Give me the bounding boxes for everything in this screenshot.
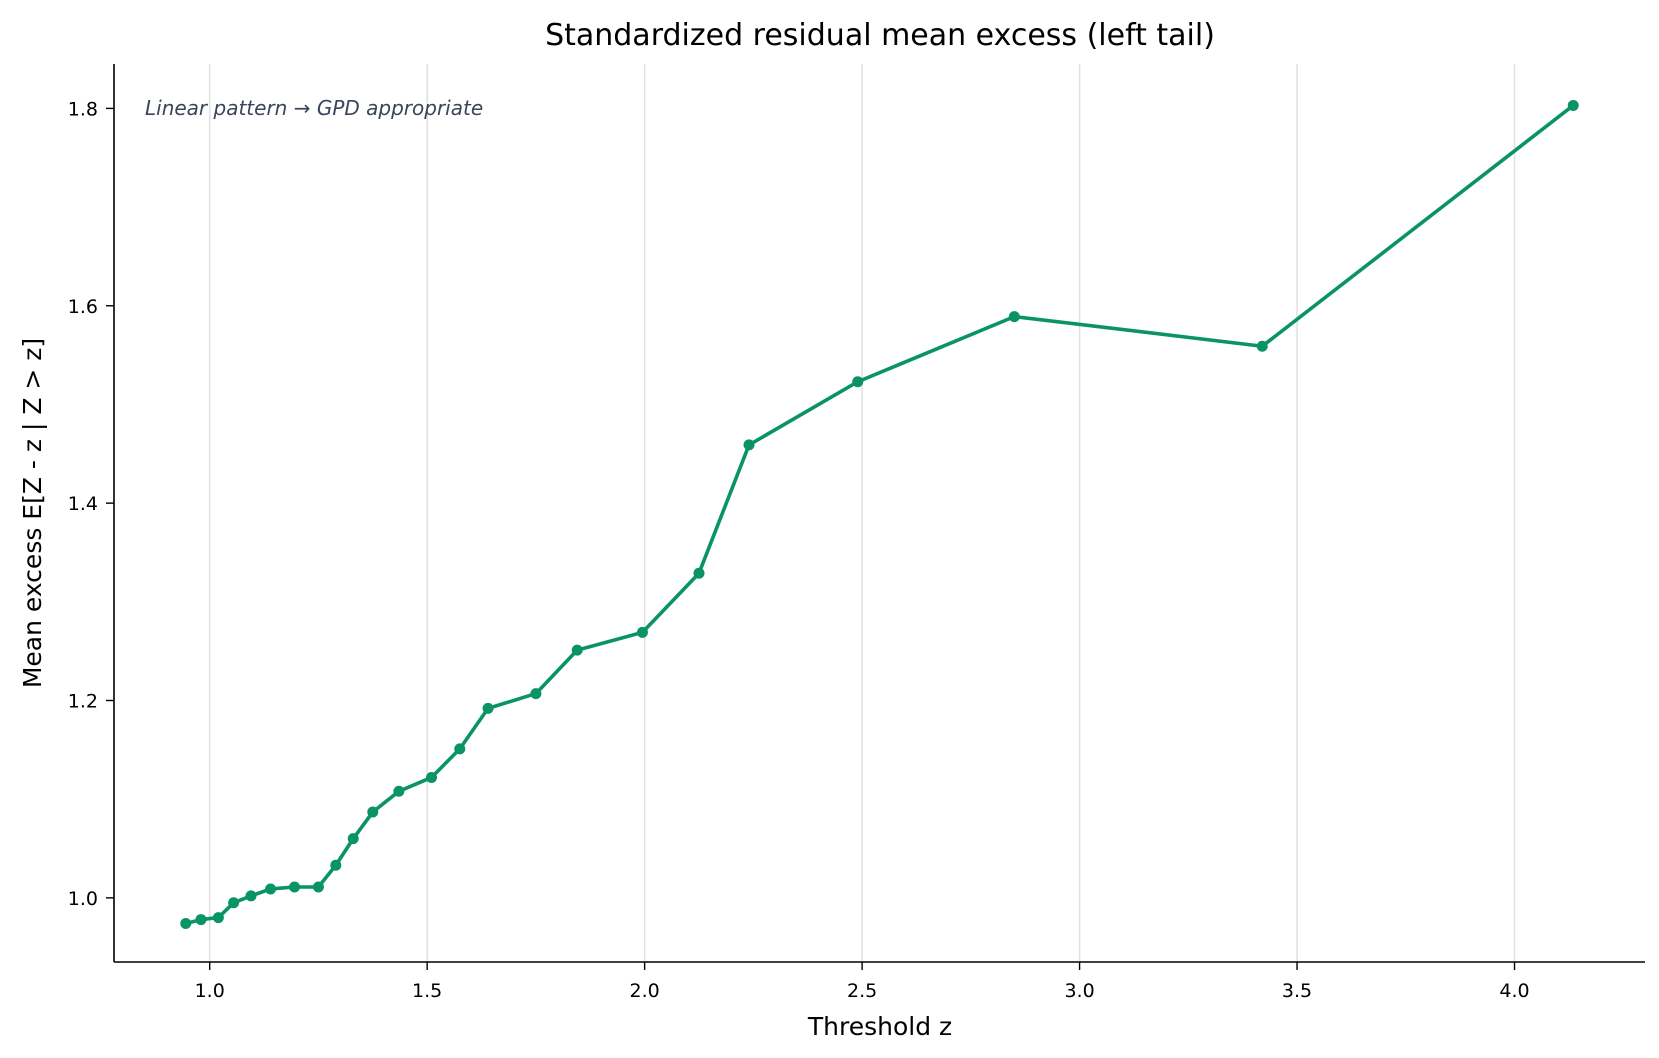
data-point [289, 881, 301, 893]
y-axis-label: Mean excess E[Z - z | Z > z] [18, 338, 47, 688]
axes-layer [113, 64, 1645, 963]
x-tick-label: 2.5 [847, 980, 877, 1002]
x-tick-label: 3.5 [1282, 980, 1312, 1002]
data-point [393, 785, 405, 797]
data-point [347, 833, 359, 845]
y-tick-label: 1.8 [68, 98, 98, 120]
data-point [1567, 99, 1579, 111]
data-point [571, 644, 583, 656]
data-point [1256, 340, 1268, 352]
data-point [426, 771, 438, 783]
data-point [330, 859, 342, 871]
annotation-text: Linear pattern → GPD appropriate [145, 96, 483, 120]
data-point [180, 918, 192, 930]
y-tick-label: 1.6 [68, 296, 98, 318]
data-point [482, 702, 494, 714]
data-point [195, 914, 207, 926]
x-tick-label: 1.0 [195, 980, 225, 1002]
x-tick-label: 1.5 [412, 980, 442, 1002]
data-point [265, 883, 277, 895]
y-tick-label: 1.2 [68, 690, 98, 712]
x-tick-label: 3.0 [1064, 980, 1094, 1002]
data-point [636, 626, 648, 638]
data-point [212, 912, 224, 924]
x-tick-label: 4.0 [1499, 980, 1529, 1002]
data-point [312, 881, 324, 893]
y-tick-label: 1.0 [68, 888, 98, 910]
data-point [530, 688, 542, 700]
x-axis-label: Threshold z [807, 1012, 952, 1041]
data-point [743, 439, 755, 451]
series-layer [180, 99, 1579, 930]
y-tick-label: 1.4 [68, 493, 98, 515]
data-point [1008, 311, 1020, 323]
data-point [245, 890, 257, 902]
data-point [228, 897, 240, 909]
x-tick-label: 2.0 [630, 980, 660, 1002]
data-point [693, 567, 705, 579]
data-point [367, 806, 379, 818]
data-point [454, 743, 466, 755]
series-line [183, 103, 1576, 926]
data-point [852, 376, 864, 388]
chart-title: Standardized residual mean excess (left … [545, 18, 1215, 53]
grid-layer [208, 64, 1516, 962]
ticks-layer: 1.0 1.5 2.0 2.5 3.0 3.5 4.0 1.0 1.2 1.4 1.6 1.8 [68, 98, 1530, 1002]
